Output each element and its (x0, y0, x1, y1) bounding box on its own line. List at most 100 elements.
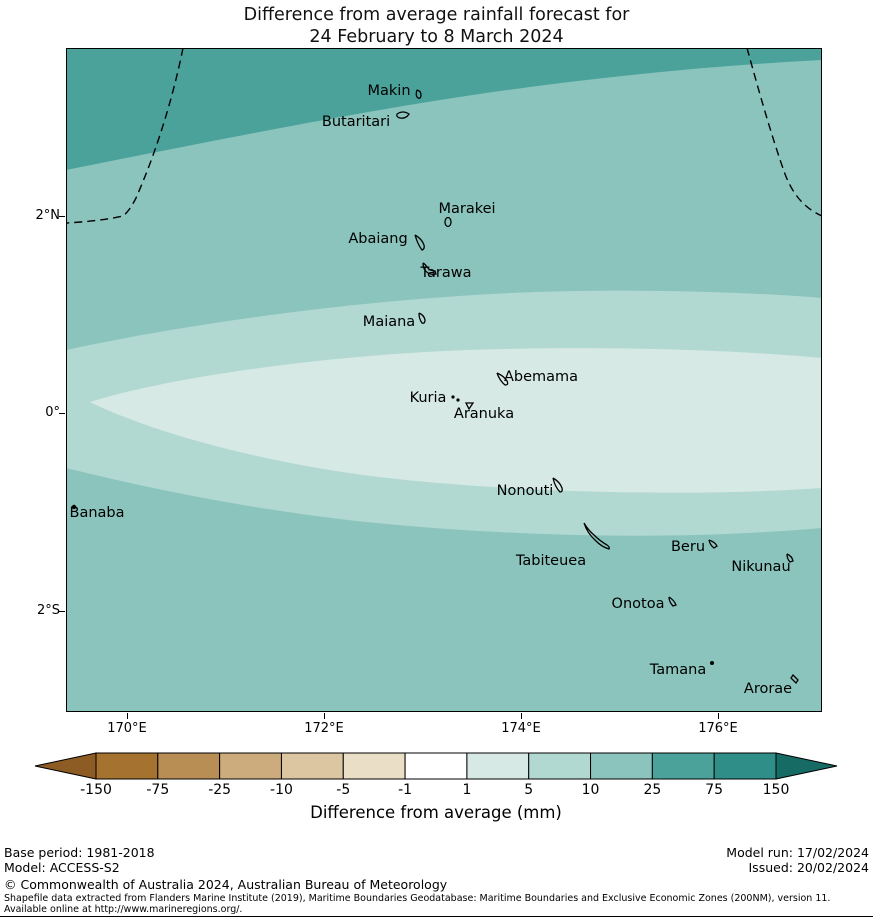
shapefile-attribution-text: Shapefile data extracted from Flanders M… (4, 893, 831, 915)
colorbar-tick-labels: -150 -75 -25 -10 -5 -1 1 5 10 25 75 150 (34, 780, 838, 799)
lon-tick-label: 176°E (698, 721, 738, 736)
page-title-line1: Difference from average rainfall forecas… (243, 5, 630, 25)
island-label-aranuka: Aranuka (453, 406, 515, 422)
lon-tick-label: 170°E (107, 721, 147, 736)
colorbar-segment (528, 752, 592, 780)
colorbar-tick-label: -150 (80, 782, 112, 798)
colorbar-segment (342, 752, 406, 780)
colorbar-tick-label: -1 (398, 782, 413, 798)
island-label-onotoa: Onotoa (611, 596, 665, 612)
colorbar-segment (219, 752, 282, 780)
colorbar-segment (713, 752, 777, 780)
colorbar-segment (95, 752, 159, 780)
colorbar-tick-label: 75 (705, 782, 724, 798)
island-aranuka (464, 402, 475, 411)
map-panel: Makin Butaritari Marakei Abaiang Tarawa Maian… (66, 48, 822, 712)
island-onotoa (668, 596, 677, 607)
colorbar-scale (34, 752, 838, 780)
colorbar-tick-label: 10 (581, 782, 600, 798)
colorbar-tick-label: -5 (336, 782, 351, 798)
island-beru (708, 539, 718, 549)
island-label-marakei: Marakei (438, 201, 496, 217)
island-tamana (710, 661, 714, 665)
ocean-band-1-5mm (90, 348, 822, 493)
lon-tick (718, 713, 719, 719)
ocean-band-25-75mm (66, 48, 822, 170)
island-labels-layer: Makin Butaritari Marakei Abaiang Tarawa Maian… (66, 48, 822, 712)
island-label-maiana: Maiana (362, 314, 416, 330)
issued-text: Issued: 20/02/2024 (748, 860, 870, 875)
eez-boundary-left (66, 48, 184, 224)
eez-boundary-right (746, 48, 822, 217)
island-banaba (71, 504, 77, 510)
lon-tick-label: 174°E (501, 721, 541, 736)
island-label-makin: Makin (367, 83, 411, 99)
island-label-banaba: Banaba (69, 505, 125, 521)
bottom-rule (0, 916, 873, 917)
island-label-beru: Beru (670, 539, 706, 555)
lat-tick (59, 611, 65, 612)
page-title-line2: 24 February to 8 March 2024 (309, 27, 564, 47)
footer-left: Base period: 1981-2018 Model: ACCESS-S2 (4, 845, 155, 875)
colorbar-title: Difference from average (mm) (310, 803, 562, 822)
colorbar-tick-label: 150 (762, 782, 790, 798)
island-kuria (451, 395, 455, 399)
island-abaiang (414, 234, 425, 251)
page-title: Difference from average rainfall forecas… (0, 4, 873, 48)
island-label-arorae: Arorae (743, 681, 793, 697)
colorbar-tick-label: 1 (462, 782, 472, 798)
island-label-tarawa: Tarawa (420, 265, 472, 281)
island-makin (415, 89, 422, 99)
lon-tick (521, 713, 522, 719)
island-kuria-islet (456, 398, 460, 402)
island-marakei (444, 216, 452, 228)
island-marks (71, 89, 799, 685)
colorbar-segment (590, 752, 653, 780)
lon-tick-label: 172°E (304, 721, 344, 736)
island-maiana (418, 312, 426, 324)
colorbar-tick-label: -10 (270, 782, 293, 798)
map-border (66, 48, 822, 712)
colorbar-segment (651, 752, 715, 780)
island-nikunau (786, 553, 794, 563)
colorbar-segment (404, 752, 468, 780)
colorbar-tick-label: -25 (208, 782, 232, 798)
island-label-tabiteuea: Tabiteuea (515, 553, 587, 569)
island-label-butaritari: Butaritari (321, 114, 391, 130)
island-label-nonouti: Nonouti (496, 483, 554, 499)
lat-tick (59, 413, 65, 414)
island-label-abemama: Abemama (503, 369, 579, 385)
colorbar-segment (157, 752, 221, 780)
island-nonouti (552, 477, 563, 493)
island-label-kuria: Kuria (409, 390, 447, 406)
colorbar-tick-label: 5 (524, 782, 534, 798)
island-arorae (790, 673, 799, 685)
lat-tick-label: 0° (45, 405, 60, 420)
colorbar-arrow-left (34, 752, 97, 780)
model-text: Model: ACCESS-S2 (4, 860, 120, 875)
base-period-text: Base period: 1981-2018 (4, 845, 155, 860)
colorbar-tick-label: -75 (146, 782, 170, 798)
island-label-tamana: Tamana (649, 662, 707, 678)
copyright-text: © Commonwealth of Australia 2024, Austra… (4, 877, 448, 892)
lat-tick-label: 2°S (36, 603, 60, 618)
colorbar-tick-label: 25 (643, 782, 662, 798)
island-tabiteuea (583, 522, 610, 550)
island-abemama (496, 372, 509, 386)
map-canvas (66, 48, 822, 712)
lon-tick (127, 713, 128, 719)
lon-tick (324, 713, 325, 719)
island-label-nikunau: Nikunau (731, 559, 791, 575)
colorbar-arrow-right (775, 752, 838, 780)
island-label-abaiang: Abaiang (348, 231, 408, 247)
colorbar-segment (466, 752, 530, 780)
lat-tick-label: 2°N (35, 208, 61, 223)
island-butaritari (396, 111, 410, 119)
colorbar-segment (280, 752, 344, 780)
island-tarawa (422, 262, 437, 275)
footer-right: Model run: 17/02/2024 Issued: 20/02/2024 (726, 845, 869, 875)
colorbar: -150 -75 -25 -10 -5 -1 1 5 10 25 75 150 Difference … (34, 752, 838, 822)
model-run-text: Model run: 17/02/2024 (726, 845, 869, 860)
lat-tick (59, 216, 65, 217)
